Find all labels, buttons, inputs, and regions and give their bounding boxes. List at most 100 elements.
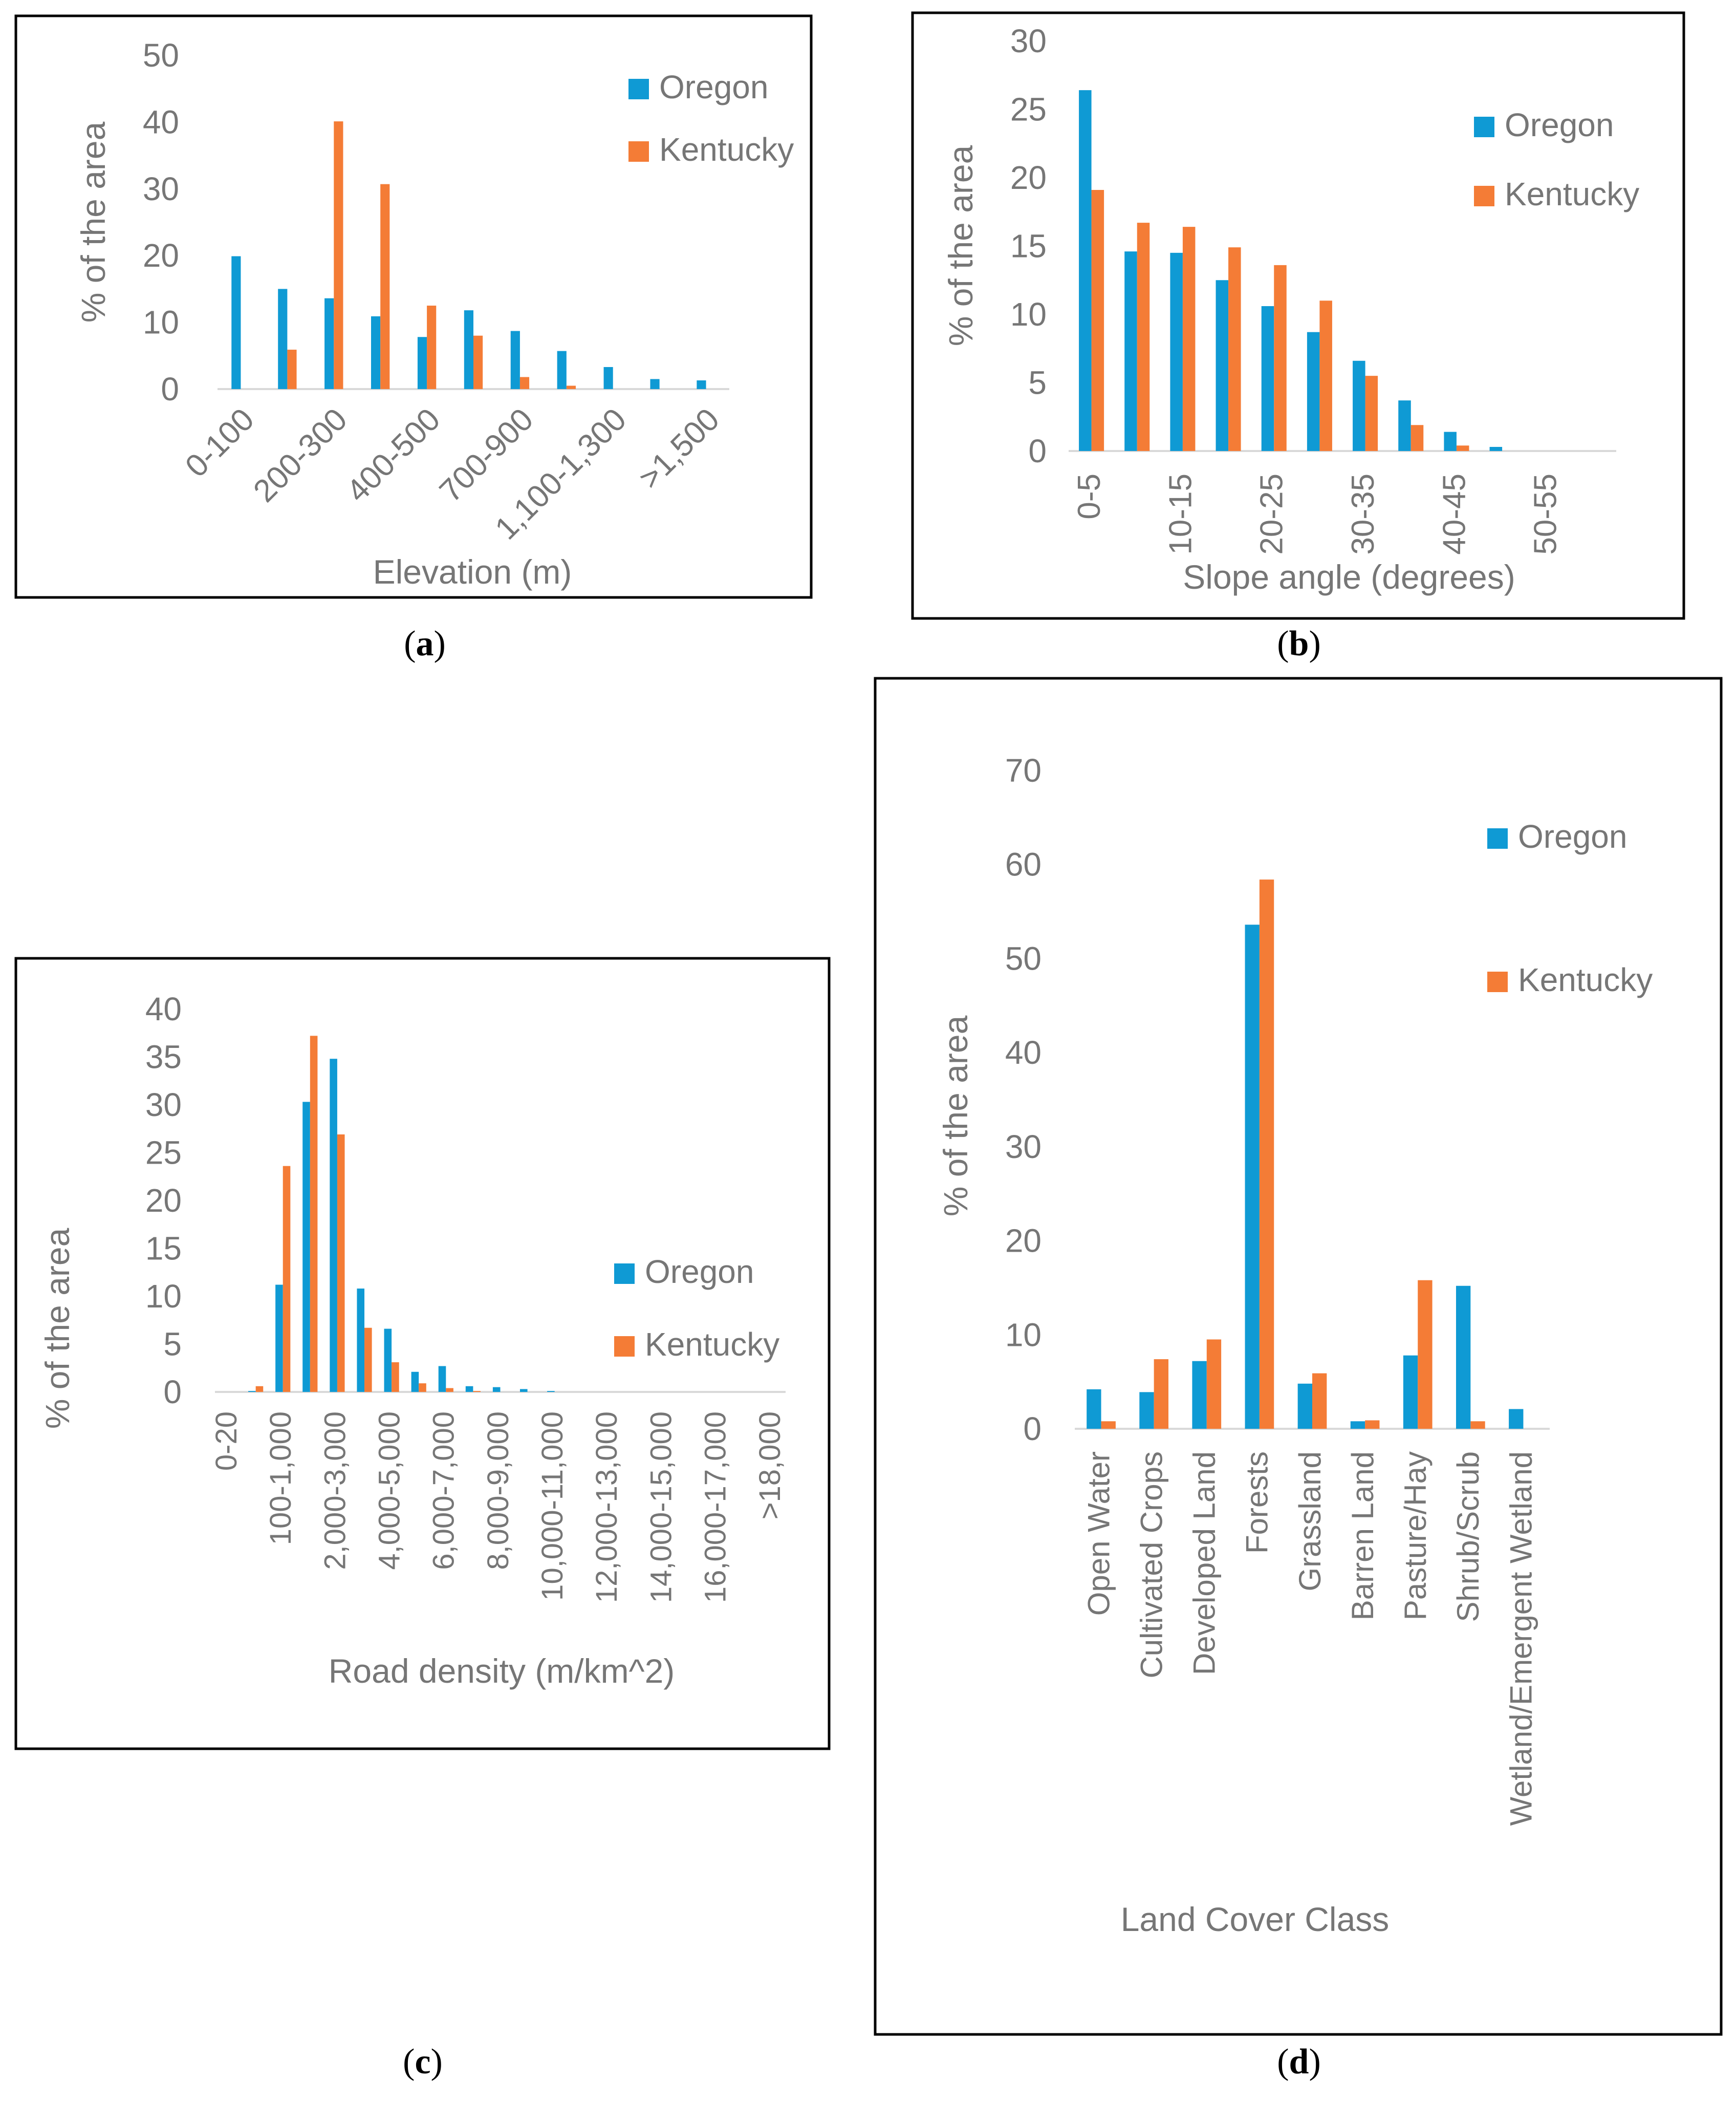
- bar-oregon-5: [464, 310, 473, 389]
- bar-kentucky-2: [1182, 227, 1196, 451]
- bar-kentucky-6: [1418, 1280, 1433, 1429]
- bar-oregon-0: [1079, 90, 1092, 451]
- x-tick-label: Shrub/Scrub: [1451, 1451, 1485, 1622]
- y-tick-label: 15: [1010, 228, 1047, 265]
- chart-d: 0 10 20 30 40 50 60 70 Open Water Cultivated Crop…: [874, 677, 1723, 2081]
- x-tick-label: 10-15: [1163, 474, 1198, 555]
- bar-oregon-8: [1444, 432, 1457, 451]
- bar-oregon-0: [1087, 1389, 1101, 1429]
- bar-oregon-7: [411, 1371, 419, 1392]
- x-axis-title: Land Cover Class: [1121, 1900, 1390, 1938]
- bar-kentucky-6: [392, 1362, 399, 1392]
- y-axis-title: % of the area: [942, 145, 980, 346]
- y-tick-label: 5: [1028, 364, 1047, 401]
- bar-oregon-3: [1245, 925, 1260, 1429]
- bar-oregon-3: [371, 316, 381, 389]
- y-tick-label: 40: [1005, 1034, 1041, 1071]
- y-tick-label: 30: [143, 170, 179, 207]
- y-tick-label: 0: [1028, 433, 1047, 469]
- x-axis-title: Elevation (m): [373, 553, 572, 591]
- x-axis-title: Road density (m/km^2): [329, 1652, 675, 1690]
- legend-label-oregon: Oregon: [659, 69, 768, 105]
- chart-a: 010203040500-100200-300400-500700-9001,1…: [14, 14, 813, 663]
- x-tick-label: >1,500: [632, 402, 726, 496]
- bar-oregon-7: [1398, 400, 1411, 451]
- y-tick-label: 20: [1005, 1222, 1041, 1259]
- y-tick-label: 40: [145, 991, 182, 1027]
- x-tick-label: 4,000-5,000: [373, 1411, 406, 1570]
- chart-frame: [14, 957, 831, 1750]
- bar-oregon-2: [324, 298, 334, 389]
- bar-kentucky-4: [1274, 265, 1287, 451]
- x-tick-label: Grassland: [1293, 1451, 1327, 1591]
- bar-kentucky-2: [1206, 1339, 1222, 1429]
- bar-oregon-11: [519, 1389, 528, 1392]
- y-tick-label: 70: [1005, 752, 1041, 789]
- bar-oregon-8: [438, 1366, 446, 1392]
- bar-oregon-3: [1216, 280, 1229, 451]
- bar-kentucky-5: [1365, 1420, 1380, 1429]
- legend-swatch-kentucky: [1487, 972, 1508, 992]
- bar-kentucky-3: [380, 184, 390, 389]
- y-tick-label: 5: [163, 1326, 182, 1363]
- bar-oregon-9: [1489, 446, 1503, 451]
- bar-oregon-10: [492, 1387, 501, 1392]
- y-axis-title: % of the area: [937, 1015, 974, 1216]
- chart-c: 0 5 10 15 20 25 30 35 40 0-20 100-1,000 2,000-3,000…: [14, 957, 831, 2081]
- bar-oregon-9: [650, 379, 660, 389]
- bar-oregon-4: [1297, 1383, 1312, 1429]
- y-tick-label: 40: [143, 103, 179, 140]
- bar-oregon-6: [1353, 360, 1365, 451]
- x-tick-label: Barren Land: [1346, 1451, 1380, 1620]
- bar-oregon-2: [1170, 252, 1183, 451]
- bar-oregon-5: [1350, 1421, 1365, 1429]
- panel-caption: (b): [1277, 624, 1321, 663]
- y-axis-title: % of the area: [74, 121, 112, 323]
- chart-frame: [874, 677, 1723, 2036]
- y-tick-label: 30: [1010, 23, 1047, 59]
- legend-swatch-oregon: [628, 79, 649, 99]
- x-tick-label: Wetland/Emergent Wetland: [1504, 1451, 1538, 1826]
- bar-kentucky-7: [1410, 425, 1424, 451]
- bar-kentucky-4: [1312, 1373, 1327, 1429]
- y-tick-label: 20: [145, 1182, 182, 1219]
- bar-kentucky-5: [364, 1327, 372, 1392]
- chart-frame: [14, 14, 813, 599]
- chart-frame: [911, 11, 1685, 620]
- y-tick-label: 30: [145, 1086, 182, 1123]
- panel-caption: (a): [404, 624, 446, 663]
- legend-swatch-oregon: [1487, 828, 1508, 849]
- bar-oregon-5: [357, 1289, 365, 1392]
- y-tick-label: 60: [1005, 846, 1041, 883]
- x-tick-label: Forests: [1240, 1451, 1274, 1554]
- x-tick-label: 10,000-11,000: [536, 1411, 569, 1601]
- bar-kentucky-8: [1456, 445, 1469, 451]
- bar-kentucky-3: [310, 1036, 318, 1392]
- bar-oregon-2: [1192, 1361, 1207, 1429]
- legend-label-kentucky: Kentucky: [1505, 176, 1639, 212]
- y-tick-label: 0: [1023, 1410, 1041, 1447]
- y-axis-title: % of the area: [38, 1228, 76, 1429]
- bar-oregon-5: [1307, 332, 1320, 451]
- legend-swatch-oregon: [1474, 117, 1494, 137]
- legend-swatch-kentucky: [628, 141, 649, 162]
- y-tick-label: 25: [1010, 91, 1047, 128]
- x-axis-title: Slope angle (degrees): [1183, 558, 1515, 596]
- bar-oregon-3: [302, 1102, 310, 1392]
- bar-kentucky-1: [287, 350, 297, 389]
- bar-oregon-12: [547, 1391, 555, 1392]
- bar-oregon-1: [248, 1391, 256, 1392]
- bar-kentucky-3: [1259, 879, 1274, 1429]
- bar-oregon-6: [384, 1328, 392, 1392]
- x-tick-label: 400-500: [340, 402, 447, 509]
- y-tick-label: 25: [145, 1134, 182, 1171]
- y-tick-label: 10: [1005, 1316, 1041, 1353]
- bar-kentucky-7: [566, 385, 576, 389]
- x-tick-label: 200-300: [247, 402, 354, 509]
- legend-label-oregon: Oregon: [1505, 106, 1614, 143]
- x-tick-label: >18,000: [753, 1411, 787, 1519]
- bar-kentucky-8: [446, 1388, 453, 1392]
- bar-kentucky-7: [419, 1383, 426, 1392]
- bar-kentucky-4: [337, 1134, 345, 1392]
